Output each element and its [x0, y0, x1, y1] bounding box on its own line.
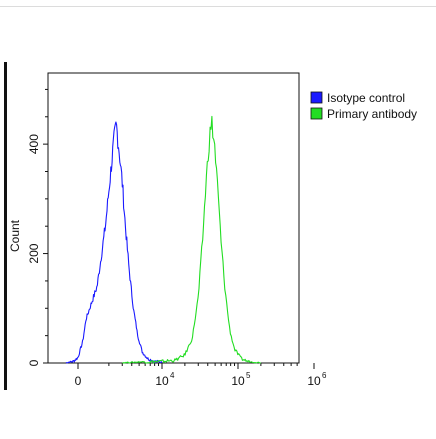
y-axis: 0 200 400 — [27, 88, 48, 366]
legend-label-1: Primary antibody — [327, 107, 417, 121]
frame-left-bar — [4, 62, 7, 390]
series-layer — [65, 115, 261, 364]
legend-swatch-1 — [310, 107, 323, 120]
legend: Isotype control Primary antibody — [310, 91, 417, 121]
x-tick-exponent-3: 6 — [322, 371, 327, 380]
x-tick-label-0: 0 — [75, 374, 82, 388]
x-tick-exponent-1: 4 — [170, 371, 175, 380]
legend-swatch-0 — [310, 91, 323, 104]
frame-top-border — [0, 6, 436, 7]
x-tick-label-2: 10 — [231, 374, 245, 388]
series-line-isotype-control — [65, 121, 163, 364]
x-tick-label-3: 10 — [307, 374, 321, 388]
legend-label-0: Isotype control — [327, 91, 405, 105]
x-axis: 0 10 4 10 5 10 6 — [75, 363, 327, 388]
plot-area-frame — [47, 72, 300, 364]
series-line-primary-antibody — [122, 115, 261, 364]
y-tick-label-400: 400 — [27, 134, 41, 154]
x-tick-exponent-2: 5 — [246, 371, 251, 380]
y-tick-label-0: 0 — [27, 359, 41, 366]
x-tick-label-1: 10 — [155, 374, 169, 388]
y-axis-title: Count — [8, 219, 22, 252]
y-tick-label-200: 200 — [27, 243, 41, 263]
